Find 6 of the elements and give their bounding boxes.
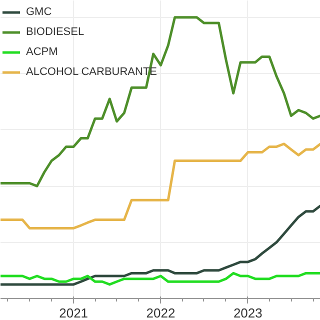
legend-label: ACPM bbox=[26, 46, 58, 58]
x-tick-label: 2023 bbox=[233, 306, 262, 320]
legend-label: GMC bbox=[26, 6, 52, 18]
legend-label: BIODIESEL bbox=[26, 26, 84, 38]
x-tick-label: 2021 bbox=[59, 306, 88, 320]
x-tick-label: 2022 bbox=[146, 306, 176, 320]
